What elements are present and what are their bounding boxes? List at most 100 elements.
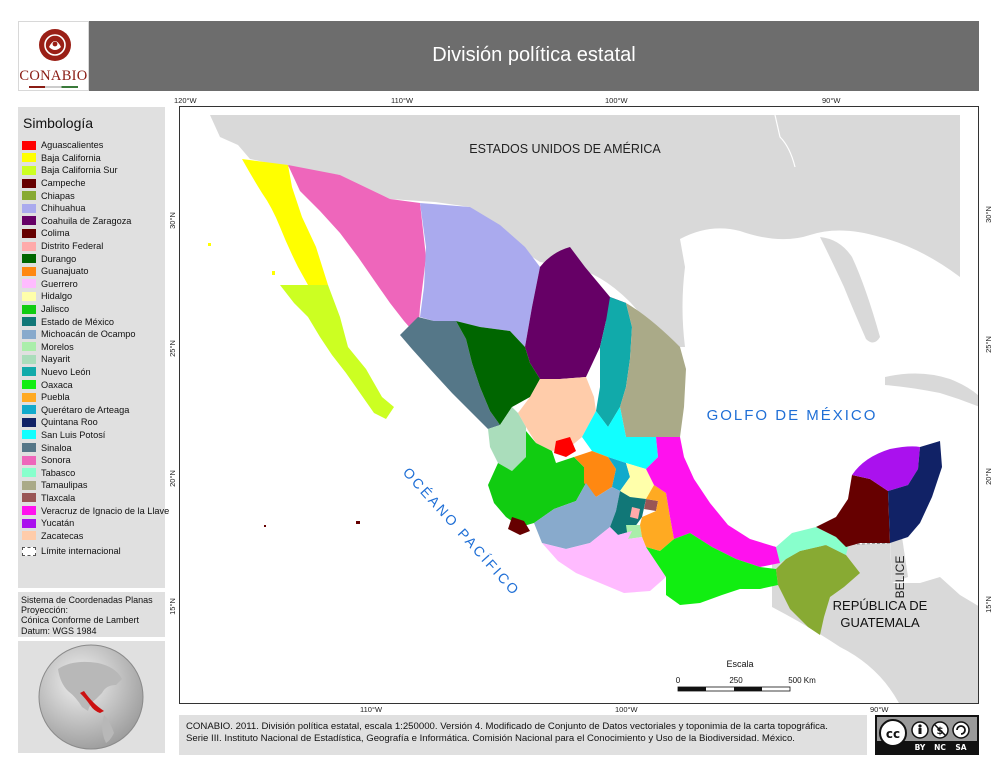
state-puebla — [640, 485, 674, 551]
right-tick-15n: 15°N — [983, 596, 993, 613]
left-tick-30n: 30°N — [167, 212, 177, 229]
state-chiapas — [776, 545, 860, 635]
legend-item: Quintana Roo — [22, 416, 164, 429]
legend-label: Nayarit — [41, 354, 71, 365]
legend-swatch — [22, 405, 36, 415]
legend-item: Puebla — [22, 391, 164, 404]
state-chihuahua — [420, 203, 540, 347]
title-bar: División política estatal — [89, 21, 979, 91]
legend-swatch — [22, 417, 36, 427]
state-tabasco — [776, 527, 848, 563]
left-tick-15n: 15°N — [167, 598, 177, 615]
gulf-label: GOLFO DE MÉXICO — [707, 407, 878, 424]
state-aguascalientes — [554, 437, 576, 457]
legend-item: Oaxaca — [22, 378, 164, 391]
legend-swatch — [22, 279, 36, 289]
bottom-tick-110w: 110°W — [360, 705, 383, 714]
state-quintana-roo — [888, 441, 942, 543]
legend-swatch — [22, 506, 36, 516]
legend-swatch — [22, 531, 36, 541]
legend-label: Sinaloa — [41, 442, 72, 453]
state-sinaloa — [400, 317, 500, 429]
legend-swatch — [22, 518, 36, 528]
legend-swatch — [22, 367, 36, 377]
legend-item: Tabasco — [22, 466, 164, 479]
state-tlaxcala — [644, 499, 658, 511]
legend-swatch — [22, 165, 36, 175]
scale-mark-250: 250 — [729, 676, 743, 685]
cc-term-by: BY — [915, 743, 926, 752]
locator-globe — [38, 644, 144, 750]
state-guanajuato — [574, 451, 616, 497]
legend-label: Baja California Sur — [41, 165, 118, 176]
cc-badge-text: cc — [886, 727, 900, 741]
legend-swatch — [22, 191, 36, 201]
usa-label: ESTADOS UNIDOS DE AMÉRICA — [469, 141, 661, 156]
legend-swatch — [22, 203, 36, 213]
legend-swatch — [22, 291, 36, 301]
state-nuevo-leon — [596, 297, 632, 427]
logo-text: CONABIO — [19, 68, 88, 84]
state-morelos — [626, 525, 642, 539]
legend-item: Sinaloa — [22, 441, 164, 454]
scale-mark-0: 0 — [676, 676, 681, 685]
guatemala-label-line2: GUATEMALA — [840, 615, 920, 630]
legend-label: Durango — [41, 253, 77, 264]
credit-line: Serie III. Instituto Nacional de Estadís… — [186, 733, 795, 745]
state-coahuila — [525, 247, 626, 379]
top-tick-90w: 90°W — [822, 96, 841, 105]
legend-swatch — [22, 455, 36, 465]
legend-label: Zacatecas — [41, 530, 84, 541]
legend-swatch — [22, 140, 36, 150]
svg-text:$: $ — [937, 726, 944, 737]
state-campeche — [816, 475, 890, 547]
legend-label: Morelos — [41, 341, 74, 352]
credits-panel: CONABIO. 2011. División política estatal… — [179, 715, 867, 755]
legend-label: Aguascalientes — [41, 140, 104, 151]
state-durango — [456, 321, 540, 425]
state-zacatecas — [518, 377, 596, 451]
legend-item: Yucatán — [22, 517, 164, 530]
legend-item: Chiapas — [22, 189, 164, 202]
credit-line: CONABIO. 2011. División política estatal… — [186, 721, 828, 732]
legend-list: Aguascalientes Baja California Baja Califo… — [22, 139, 169, 558]
state-queretaro — [608, 457, 630, 491]
legend-item: Aguascalientes — [22, 139, 164, 152]
legend-swatch — [22, 254, 36, 264]
legend-swatch — [22, 266, 36, 276]
belize-label: BELICE — [893, 556, 907, 599]
legend-swatch — [22, 392, 36, 402]
map-frame: ESTADOS UNIDOS DE AMÉRICA GOLFO DE MÉXIC… — [179, 106, 979, 704]
projection-line: Datum: WGS 1984 — [21, 625, 97, 636]
cc-license-badge[interactable]: cc $ BY NC SA — [875, 715, 979, 755]
legend-label: Michoacán de Ocampo — [41, 329, 136, 340]
legend-swatch — [22, 430, 36, 440]
state-colima — [508, 517, 530, 535]
legend-swatch — [22, 178, 36, 188]
legend-item: Zacatecas — [22, 529, 164, 542]
legend-item: Jalisco — [22, 303, 164, 316]
legend-label: Oaxaca — [41, 379, 73, 390]
legend-swatch — [22, 304, 36, 314]
legend-swatch — [22, 354, 36, 364]
state-yucatan — [852, 446, 920, 491]
legend-item: Guanajuato — [22, 265, 164, 278]
legend-label: Tabasco — [41, 467, 76, 478]
legend-label: Guanajuato — [41, 266, 89, 277]
legend-item: Colima — [22, 227, 164, 240]
legend-label: Tlaxcala — [41, 492, 76, 503]
international-limit-icon — [22, 546, 36, 556]
state-tamaulipas — [620, 303, 686, 437]
legend-label: Yucatán — [41, 518, 75, 529]
right-tick-30n: 30°N — [983, 206, 993, 223]
projection-line: Cónica Conforme de Lambert — [21, 615, 140, 626]
cuba-landmass — [885, 373, 978, 407]
legend-label: Tamaulipas — [41, 480, 88, 491]
state-distrito-federal — [630, 507, 640, 519]
legend-item: Distrito Federal — [22, 240, 164, 253]
logo-rule — [29, 86, 78, 88]
legend-swatch — [22, 216, 36, 226]
legend-item: Morelos — [22, 341, 164, 354]
legend-swatch — [22, 342, 36, 352]
legend-item: Sonora — [22, 454, 164, 467]
